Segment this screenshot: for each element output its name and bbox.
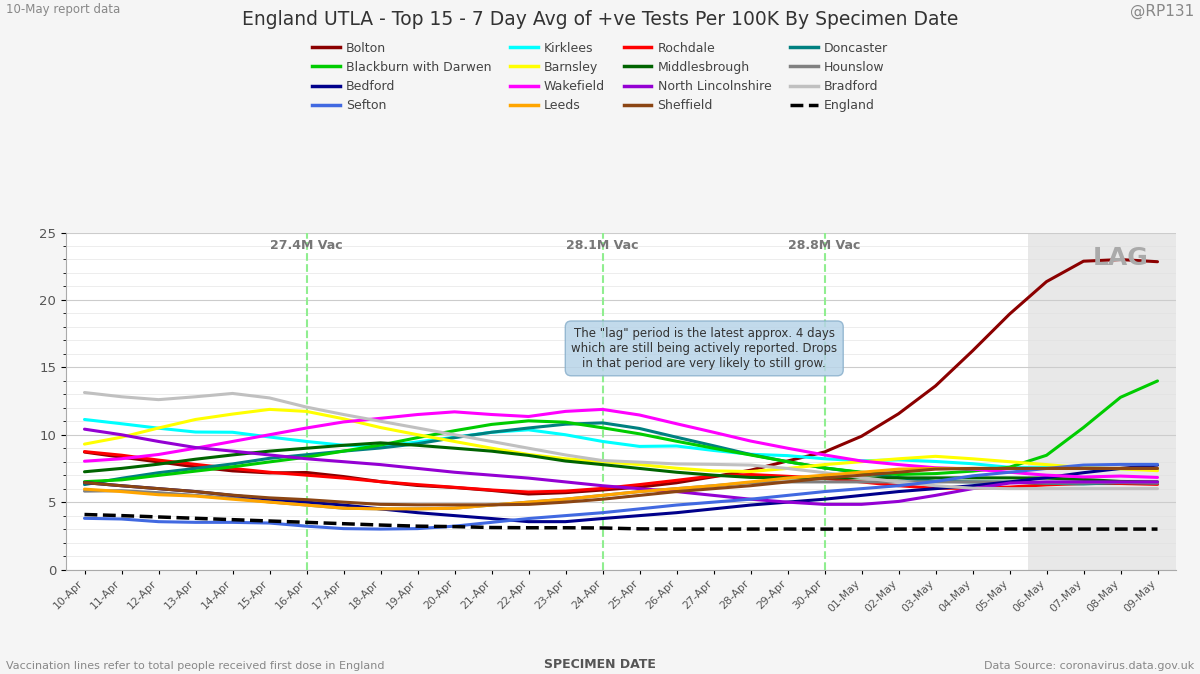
Text: @RP131: @RP131 <box>1129 3 1194 19</box>
Text: England UTLA - Top 15 - 7 Day Avg of +ve Tests Per 100K By Specimen Date: England UTLA - Top 15 - 7 Day Avg of +ve… <box>242 10 958 29</box>
Text: 27.4M Vac: 27.4M Vac <box>270 239 343 252</box>
Text: 28.1M Vac: 28.1M Vac <box>566 239 638 252</box>
Legend: Bolton, Blackburn with Darwen, Bedford, Sefton, Kirklees, Barnsley, Wakefield, L: Bolton, Blackburn with Darwen, Bedford, … <box>307 36 893 117</box>
Text: The "lag" period is the latest approx. 4 days
which are still being actively rep: The "lag" period is the latest approx. 4… <box>571 327 838 370</box>
Text: Vaccination lines refer to total people received first dose in England: Vaccination lines refer to total people … <box>6 661 384 671</box>
Bar <box>1028 233 1176 570</box>
Text: Data Source: coronavirus.data.gov.uk: Data Source: coronavirus.data.gov.uk <box>984 661 1194 671</box>
Text: LAG: LAG <box>1092 246 1148 270</box>
Text: 10-May report data: 10-May report data <box>6 3 120 16</box>
Text: 28.8M Vac: 28.8M Vac <box>788 239 860 252</box>
Text: SPECIMEN DATE: SPECIMEN DATE <box>544 658 656 671</box>
